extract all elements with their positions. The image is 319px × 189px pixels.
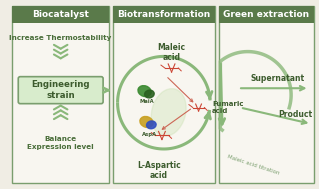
Text: AspA: AspA [142,132,157,137]
Ellipse shape [138,86,151,97]
FancyBboxPatch shape [18,77,103,104]
Ellipse shape [140,116,153,127]
Ellipse shape [146,121,156,129]
Text: Increase Thermostability: Increase Thermostability [10,35,112,41]
Text: MaiA: MaiA [139,99,154,104]
Text: Maleic
acid: Maleic acid [158,43,186,62]
Text: Biotransformation: Biotransformation [117,10,211,19]
Text: Fumaric
acid: Fumaric acid [212,101,244,114]
Text: Product: Product [278,110,312,119]
Text: Balance
Expression level: Balance Expression level [27,136,94,150]
Text: Green extraction: Green extraction [224,10,310,19]
Ellipse shape [145,90,154,98]
Bar [113,6,215,183]
Bar [219,6,314,23]
Bar [113,6,215,23]
Text: Biocatalyst: Biocatalyst [32,10,89,19]
Ellipse shape [151,89,186,136]
Text: Supernatant: Supernatant [251,74,305,83]
Text: Engineering
strain: Engineering strain [32,81,90,100]
Bar [12,6,109,183]
Text: Maleic acid titration: Maleic acid titration [226,155,280,176]
Text: L-Aspartic
acid: L-Aspartic acid [137,160,181,180]
Bar [12,6,109,23]
Bar [219,6,314,183]
